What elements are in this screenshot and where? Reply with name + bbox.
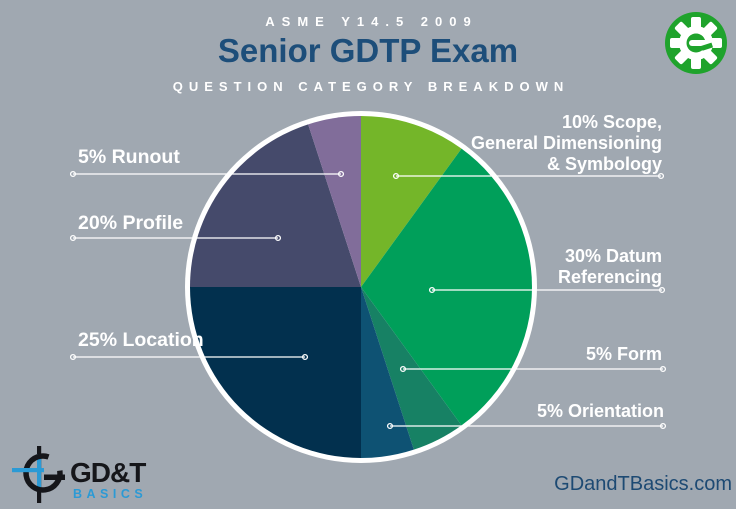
leader-endpoint-dot [392,172,400,180]
leader-endpoint-dot [69,170,77,178]
pie-slice-location[interactable] [190,287,361,458]
pie-label-scope: 10% Scope, General Dimensioning & Symbol… [470,112,662,174]
leader-endpoint-dot [274,234,282,242]
gear-logo-icon [665,12,727,74]
leader-endpoint-dot [399,365,407,373]
pie-slice-orientation[interactable] [361,287,414,458]
leader-lines-group [69,170,667,430]
standard-kicker: ASME Y14.5 2009 [265,14,478,29]
brand-name: GD&T [70,457,146,488]
brand-subtitle: BASICS [73,487,148,501]
pie-slice-form[interactable] [361,287,462,450]
leader-endpoint-dot [428,286,436,294]
pie-slice-runout[interactable] [308,116,361,287]
website-link[interactable]: GDandTBasics.com [554,473,732,495]
leader-endpoint-dot [659,422,667,430]
leader-endpoint-dot [69,234,77,242]
leader-endpoint-dot [658,286,666,294]
pie-slice-datum-referencing[interactable] [361,148,532,426]
pie-slices-group [190,116,532,458]
leader-endpoint-dot [659,365,667,373]
pie-label-location: 25% Location [78,329,204,351]
pie-label-form: 5% Form [585,344,662,364]
leader-endpoint-dot [657,172,665,180]
pie-label-orientation: 5% Orientation [536,401,664,421]
leader-endpoint-dot [301,353,309,361]
leader-endpoint-dot [69,353,77,361]
pie-label-datum: 30% Datum Referencing [557,246,662,287]
page-subtitle: QUESTION CATEGORY BREAKDOWN [172,79,570,94]
leader-endpoint-dot [337,170,345,178]
pie-slice-profile[interactable] [190,124,361,288]
pie-slice-scope-general-dimensioning-symbology[interactable] [361,116,462,287]
pie-label-profile: 20% Profile [78,212,184,234]
page-title: Senior GDTP Exam [217,32,519,69]
pie-label-runout: 5% Runout [78,146,180,168]
gdt-basics-logo-icon [12,446,65,503]
leader-endpoint-dot [386,422,394,430]
